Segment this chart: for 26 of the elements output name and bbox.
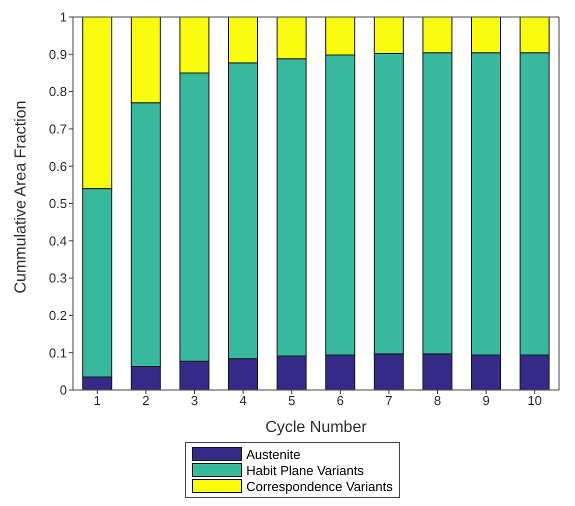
- x-axis-title: Cycle Number: [265, 419, 368, 436]
- y-tick-label: 0.2: [48, 308, 67, 324]
- y-tick-label: 0.1: [48, 345, 67, 360]
- legend-label: Habit Plane Variants: [246, 462, 364, 478]
- x-tick-label: 4: [239, 393, 247, 408]
- y-tick-label: 0.7: [48, 122, 67, 137]
- x-tick-label: 2: [142, 393, 150, 408]
- legend-label: Austenite: [246, 446, 300, 462]
- y-tick-label: 0.9: [48, 46, 67, 62]
- x-tick-label: 7: [385, 393, 393, 408]
- y-tick-label: 0.4: [48, 233, 67, 248]
- x-tick-label: 1: [94, 393, 101, 408]
- x-tick-label: 10: [527, 393, 542, 408]
- y-axis-title: Cummulative Area Fraction: [12, 100, 30, 294]
- y-tick-label: 0.5: [48, 196, 67, 212]
- y-tick-label: 0.8: [48, 84, 67, 100]
- x-tick-label: 9: [482, 393, 490, 408]
- y-tick-label: 0: [60, 382, 67, 398]
- y-tick-label: 0.3: [48, 270, 67, 286]
- x-tick-label: 3: [190, 393, 198, 408]
- x-tick-label: 8: [434, 393, 442, 408]
- legend-label: Correspondence Variants: [246, 478, 393, 494]
- y-tick-label: 0.6: [48, 158, 67, 174]
- x-tick-label: 5: [288, 393, 296, 408]
- x-tick-label: 6: [336, 393, 344, 408]
- y-tick-label: 1: [60, 10, 67, 25]
